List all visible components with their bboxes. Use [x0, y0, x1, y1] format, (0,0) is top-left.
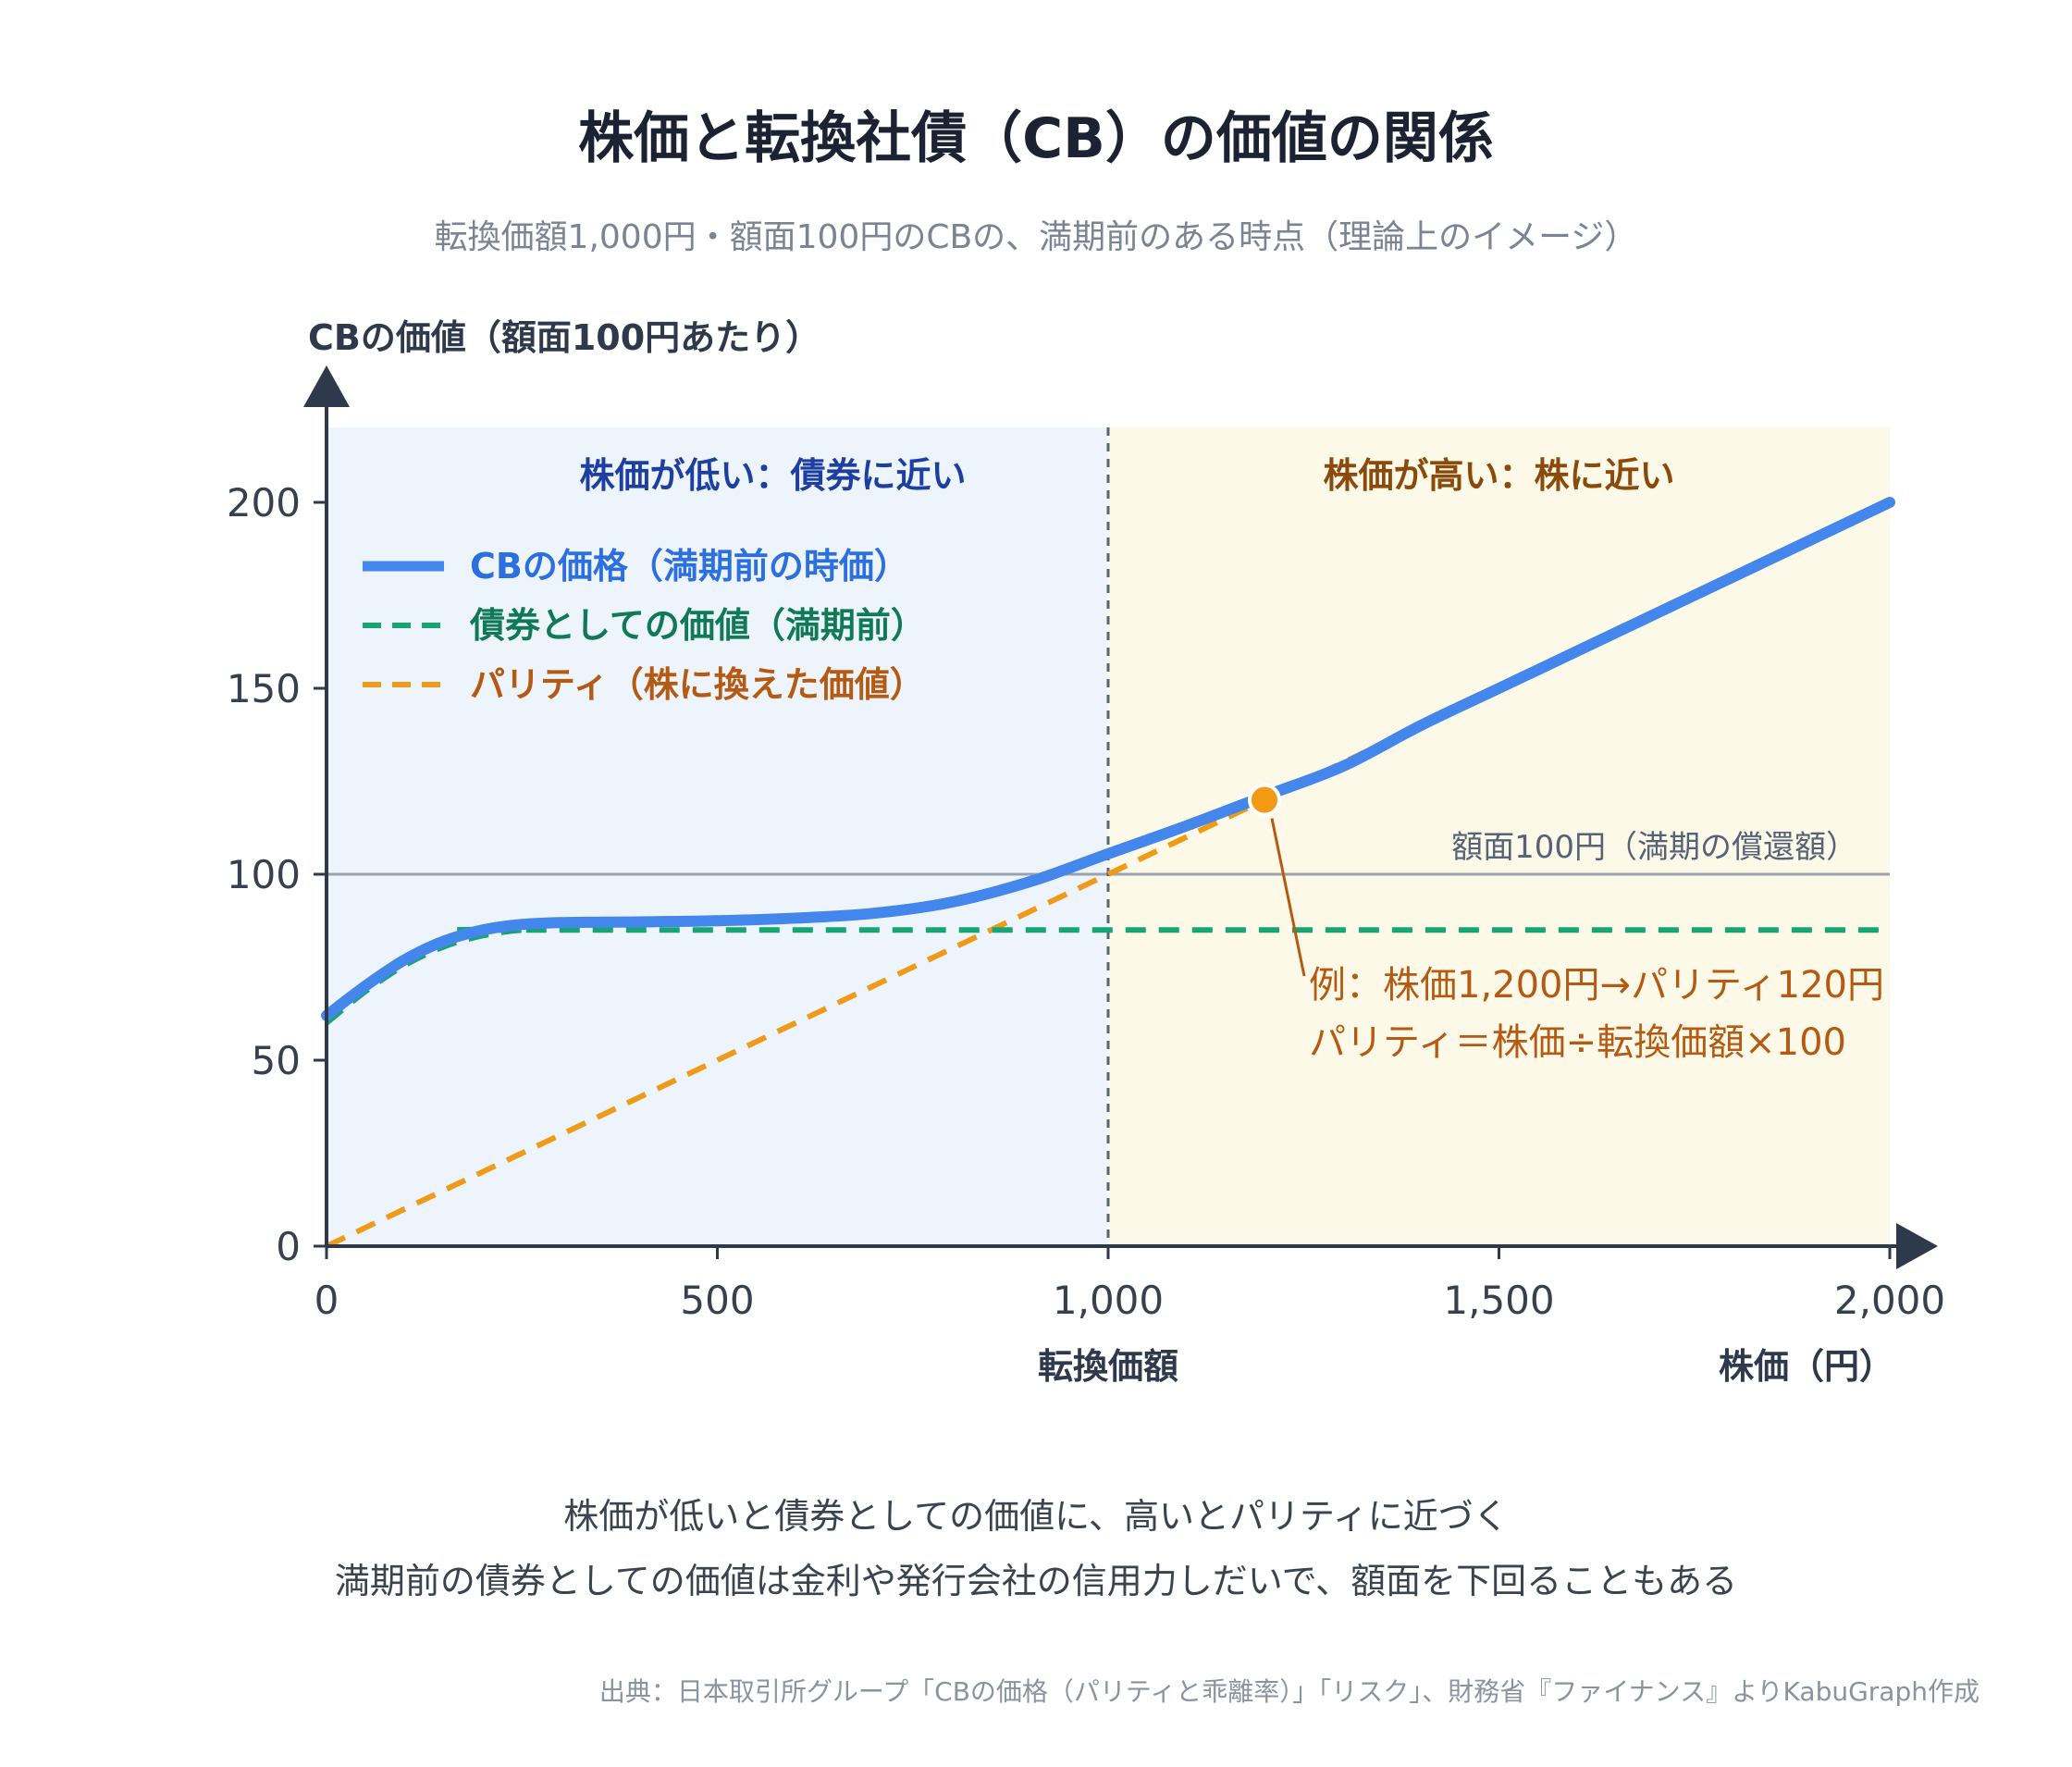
example-point	[1248, 783, 1281, 817]
y-tick-label: 50	[252, 1038, 301, 1083]
x-axis-title: 株価（円）	[1719, 1346, 1894, 1387]
x-tick-label: 500	[680, 1278, 754, 1323]
y-axis-ticks: 0 50 100 150 200	[227, 480, 327, 1269]
cb-price-line	[321, 497, 1895, 1021]
y-tick-label: 100	[227, 852, 301, 897]
annotation-example: 例：株価1,200円→パリティ120円	[1309, 964, 1884, 1007]
x-tick-label: 1,500	[1443, 1278, 1554, 1323]
legend-label-parity: パリティ（株に換えた価値）	[470, 664, 925, 705]
x-axis-ticks: 0 500 1,000 1,500 2,000	[314, 1246, 1945, 1323]
x-axis-arrow	[1896, 1223, 1938, 1269]
y-tick-label: 200	[227, 480, 301, 525]
y-axis-title: CBの価値（額面100円あたり）	[308, 317, 820, 358]
chart-subtitle: 転換価額1,000円・額面100円のCBの、満期前のある時点（理論上のイメージ）	[435, 218, 1638, 256]
y-tick-label: 150	[227, 666, 301, 711]
legend-label-cb-price: CBの価格（満期前の時価）	[470, 546, 909, 587]
y-tick-label: 0	[276, 1224, 301, 1269]
zone-low-background	[327, 427, 1108, 1246]
face-value-label: 額面100円（満期の償還額）	[1451, 829, 1857, 866]
chart-title: 株価と転換社債（CB）の価値の関係	[578, 106, 1494, 171]
conversion-price-label: 転換価額	[1038, 1346, 1178, 1387]
x-tick-label: 2,000	[1834, 1278, 1945, 1323]
caption-line-1: 株価が低いと債券としての価値に、高いとパリティに近づく	[563, 1496, 1508, 1537]
source-note: 出典：日本取引所グループ「CBの価格（パリティと乖離率）」「リスク」、財務省『フ…	[599, 1676, 1980, 1707]
annotation-formula: パリティ＝株価÷転換価額×100	[1309, 1021, 1846, 1064]
zone-low-label: 株価が低い：債券に近い	[579, 455, 966, 496]
caption-line-2: 満期前の債券としての価値は金利や発行会社の信用力しだいで、額面を下回ることもある	[335, 1561, 1737, 1601]
x-tick-label: 1,000	[1053, 1278, 1164, 1323]
annotation-leader-line	[1270, 818, 1306, 977]
zone-high-label: 株価が高い：株に近い	[1323, 455, 1674, 496]
y-axis-arrow	[303, 365, 350, 407]
legend-label-bond-value: 債券としての価値（満期前）	[469, 605, 926, 646]
legend: CBの価格（満期前の時価） 債券としての価値（満期前） パリティ（株に換えた価値…	[363, 546, 926, 705]
x-tick-label: 0	[314, 1278, 339, 1323]
